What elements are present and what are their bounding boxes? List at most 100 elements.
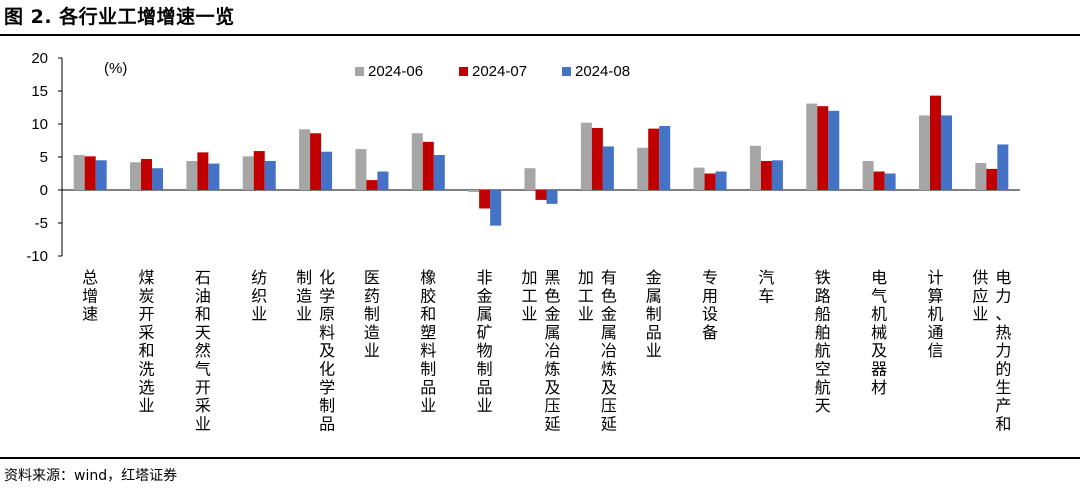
category-char: 有 <box>601 268 617 287</box>
bar-2024-08-10 <box>659 125 671 190</box>
bars-layer <box>73 95 1009 226</box>
category-char: 汽 <box>758 268 774 287</box>
category-char: 制 <box>646 305 662 324</box>
bar-2024-07-14 <box>873 171 885 190</box>
category-char: 产 <box>995 396 1011 415</box>
legend-swatch-2024-06 <box>355 67 364 76</box>
category-char: 炼 <box>544 360 560 379</box>
bottom-rule <box>0 457 1080 459</box>
category-label-3: 纺织业 <box>251 268 267 324</box>
bar-2024-08-9 <box>602 146 614 190</box>
category-char: 原 <box>319 305 335 324</box>
category-char: 工 <box>521 286 537 305</box>
category-char: 供 <box>972 268 988 287</box>
category-char: 延 <box>601 414 617 433</box>
category-char: 造 <box>296 286 312 305</box>
bar-2024-08-8 <box>546 190 558 204</box>
category-char: 造 <box>364 323 380 342</box>
category-char: 电 <box>871 268 887 287</box>
bar-2024-07-3 <box>253 151 265 190</box>
bar-2024-06-13 <box>806 103 818 190</box>
category-char: 业 <box>477 396 493 415</box>
bar-2024-07-9 <box>591 127 603 190</box>
category-char: 医 <box>364 268 380 287</box>
bar-2024-07-13 <box>817 106 829 190</box>
bar-2024-08-7 <box>490 190 502 226</box>
bar-2024-06-12 <box>749 145 761 190</box>
category-char: 采 <box>139 323 155 342</box>
category-char: 备 <box>702 323 718 342</box>
category-char: 制 <box>477 360 493 379</box>
bar-2024-08-0 <box>95 160 107 190</box>
category-char: 煤 <box>139 268 155 287</box>
bar-2024-06-1 <box>130 162 142 190</box>
bar-2024-07-0 <box>84 156 96 190</box>
category-char: 属 <box>601 323 617 342</box>
category-char: 织 <box>251 286 267 305</box>
category-char: 专 <box>702 268 718 287</box>
category-char: 金 <box>601 305 617 324</box>
category-char: 业 <box>139 396 155 415</box>
category-char: 业 <box>420 396 436 415</box>
axes-layer: 20 15 10 5 0 -5 -10 (%) <box>26 50 1020 265</box>
category-char: 电 <box>995 268 1011 287</box>
category-char: 洗 <box>139 360 155 379</box>
legend-label-2024-07: 2024-07 <box>472 63 527 80</box>
category-char: 车 <box>758 286 774 305</box>
y-tick-label: 10 <box>31 116 48 133</box>
bar-2024-07-10 <box>648 128 660 190</box>
legend-label-2024-08: 2024-08 <box>575 63 630 80</box>
bar-2024-06-0 <box>73 155 85 190</box>
category-char: 选 <box>139 378 155 397</box>
category-char: 通 <box>927 323 943 342</box>
category-char: 开 <box>139 305 155 324</box>
bar-2024-07-15 <box>929 95 941 190</box>
category-char: 机 <box>927 305 943 324</box>
category-char: 冶 <box>544 341 560 360</box>
bar-2024-07-2 <box>197 152 209 190</box>
category-char: 计 <box>927 268 943 287</box>
category-char: 业 <box>578 305 594 324</box>
category-char: 胶 <box>420 286 436 305</box>
category-char: 器 <box>871 360 887 379</box>
category-char: 及 <box>871 341 887 360</box>
category-char: 航 <box>815 341 831 360</box>
category-labels-layer: 总增速煤炭开采和洗选业石油和天然气开采业纺织业化学原料及化学制品制造业医药制造业… <box>82 268 1011 433</box>
legend-swatch-2024-07 <box>459 67 468 76</box>
category-char: 学 <box>319 378 335 397</box>
bar-2024-08-16 <box>997 144 1009 190</box>
bar-2024-08-14 <box>884 173 896 190</box>
category-char: 总 <box>82 268 98 287</box>
category-char: 气 <box>871 286 887 305</box>
category-char: 制 <box>319 396 335 415</box>
category-char: 用 <box>702 286 718 305</box>
category-char: 石 <box>195 268 211 287</box>
category-char: 炭 <box>139 286 155 305</box>
category-char: 热 <box>995 323 1011 342</box>
category-char: 属 <box>477 305 493 324</box>
bar-2024-06-10 <box>637 147 649 190</box>
category-char: 品 <box>319 414 335 433</box>
category-char: 纺 <box>251 268 267 287</box>
legend-swatch-2024-08 <box>562 67 571 76</box>
category-char: 铁 <box>815 268 831 287</box>
category-char: 压 <box>544 396 560 415</box>
category-char: 金 <box>477 286 493 305</box>
category-char: 速 <box>82 305 98 324</box>
bar-2024-07-11 <box>704 173 716 190</box>
category-char: 天 <box>815 396 831 415</box>
category-char: 物 <box>477 341 493 360</box>
y-tick-label: 0 <box>40 182 48 199</box>
bar-2024-08-2 <box>208 163 220 190</box>
bar-2024-07-7 <box>479 190 491 209</box>
bar-2024-08-3 <box>264 160 276 190</box>
bar-2024-08-1 <box>152 168 164 190</box>
